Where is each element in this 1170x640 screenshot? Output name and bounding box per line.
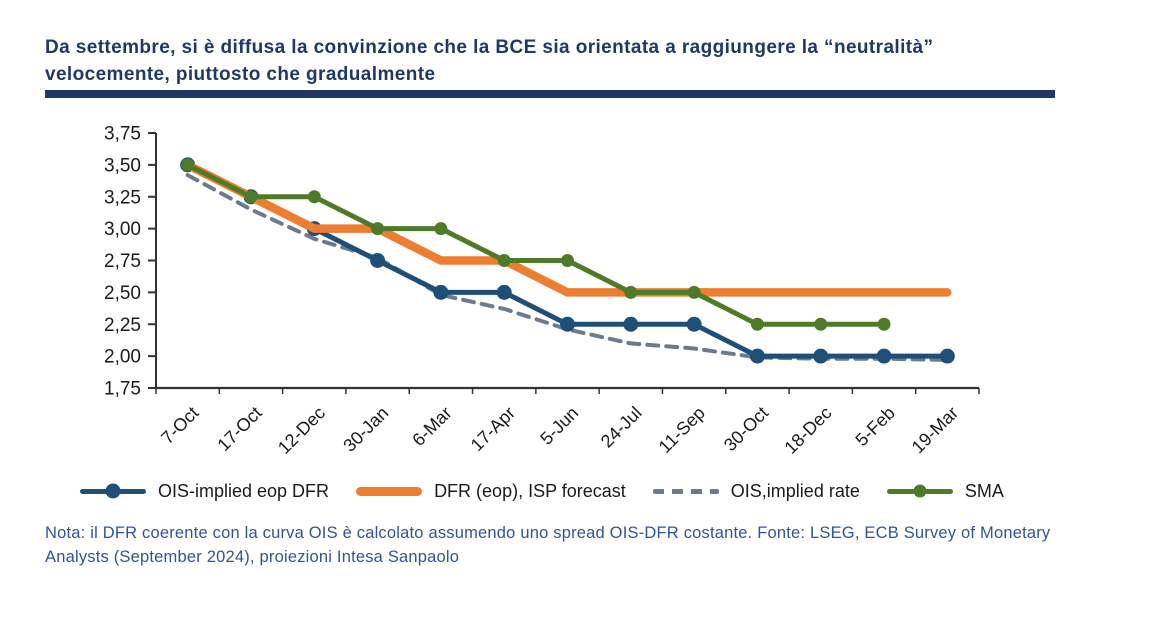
x-tick-label: 11-Sep	[655, 403, 709, 457]
source-note-line1: Nota: il DFR coerente con la curva OIS è…	[45, 524, 976, 542]
x-tick-label: 5-Feb	[851, 403, 898, 450]
x-tick-label: 12-Dec	[274, 403, 329, 458]
series-0-marker	[496, 284, 512, 300]
title-underline-bar	[45, 90, 1055, 98]
x-tick-label: 24-Jul	[597, 403, 646, 452]
legend-sample-line-with-dot-icon	[886, 481, 953, 501]
series-3-marker	[307, 190, 321, 204]
series-0-marker	[433, 284, 449, 300]
series-3-marker	[181, 158, 195, 172]
legend-sample-line-with-dot-icon	[80, 481, 146, 501]
source-note-line2: Monetary Analysts (September 2024), proi…	[45, 524, 1051, 566]
chart-title-line1: Da settembre, si è diffusa la convinzion…	[45, 37, 934, 58]
x-tick-label: 6-Mar	[408, 403, 455, 450]
y-tick-label: 2,00	[104, 347, 141, 368]
series-3-marker	[371, 222, 385, 236]
x-tick-label: 30-Jan	[339, 403, 392, 456]
legend-label: DFR (eop), ISP forecast	[434, 480, 626, 501]
series-0-marker	[876, 348, 892, 364]
legend-item-ois-implied-eop-dfr: OIS-implied eop DFR	[80, 481, 329, 502]
x-tick-label: 19-Mar	[908, 403, 962, 457]
x-tick-label: 7-Oct	[157, 403, 202, 448]
y-tick-label: 3,75	[104, 124, 141, 145]
legend-item-sma: SMA	[886, 480, 1004, 502]
y-tick-label: 2,25	[104, 315, 141, 336]
x-tick-label: 18-Dec	[780, 403, 835, 458]
series-3-marker	[877, 317, 891, 331]
chart-legend: OIS-implied eop DFR DFR (eop), ISP forec…	[80, 478, 1004, 504]
chart-title: Da settembre, si è diffusa la convinzion…	[45, 34, 1057, 88]
series-line-3	[185, 162, 887, 327]
y-tick-label: 2,50	[104, 283, 141, 304]
series-0-marker	[560, 316, 575, 332]
series-line-1	[183, 160, 952, 297]
series-0-marker	[370, 253, 386, 268]
series-3-marker	[561, 254, 574, 267]
x-tick-label: 30-Oct	[720, 403, 772, 455]
legend-label: SMA	[964, 480, 1004, 501]
legend-item-ois-implied-rate: OIS,implied rate	[652, 480, 860, 502]
legend-label: OIS-implied eop DFR	[158, 480, 330, 501]
source-note: Nota: il DFR coerente con la curva OIS è…	[45, 521, 1065, 569]
series-3-marker	[497, 254, 511, 267]
y-tick-label: 3,00	[104, 219, 141, 240]
series-3-marker	[624, 285, 638, 299]
series-3-marker	[814, 317, 828, 331]
series-0-marker	[813, 348, 829, 364]
y-tick-label: 3,25	[104, 187, 141, 208]
series-3-marker	[434, 222, 448, 236]
legend-label: OIS,implied rate	[730, 480, 860, 501]
series-3-marker	[244, 190, 258, 204]
y-tick-label: 3,50	[104, 155, 141, 176]
legend-sample-thick-line-icon	[356, 481, 423, 501]
series-3-marker	[750, 317, 764, 331]
series-3-marker	[687, 285, 701, 299]
series-0-marker	[686, 316, 702, 332]
y-tick-label: 2,75	[104, 251, 141, 272]
x-tick-label: 17-Apr	[467, 403, 519, 455]
series-0-marker	[939, 348, 955, 364]
series-line-2	[185, 173, 950, 362]
legend-item-dfr-eop-isp-forecast: DFR (eop), ISP forecast	[356, 481, 626, 502]
x-tick-label: 5-Jun	[536, 403, 582, 449]
y-tick-label: 1,75	[104, 379, 141, 400]
chart-title-line2: velocemente, piuttosto che gradualmente	[45, 64, 436, 85]
legend-sample-dashed-line-icon	[652, 481, 719, 501]
series-0-marker	[749, 348, 765, 364]
x-tick-label: 17-Oct	[213, 403, 265, 455]
series-0-marker	[623, 316, 639, 332]
